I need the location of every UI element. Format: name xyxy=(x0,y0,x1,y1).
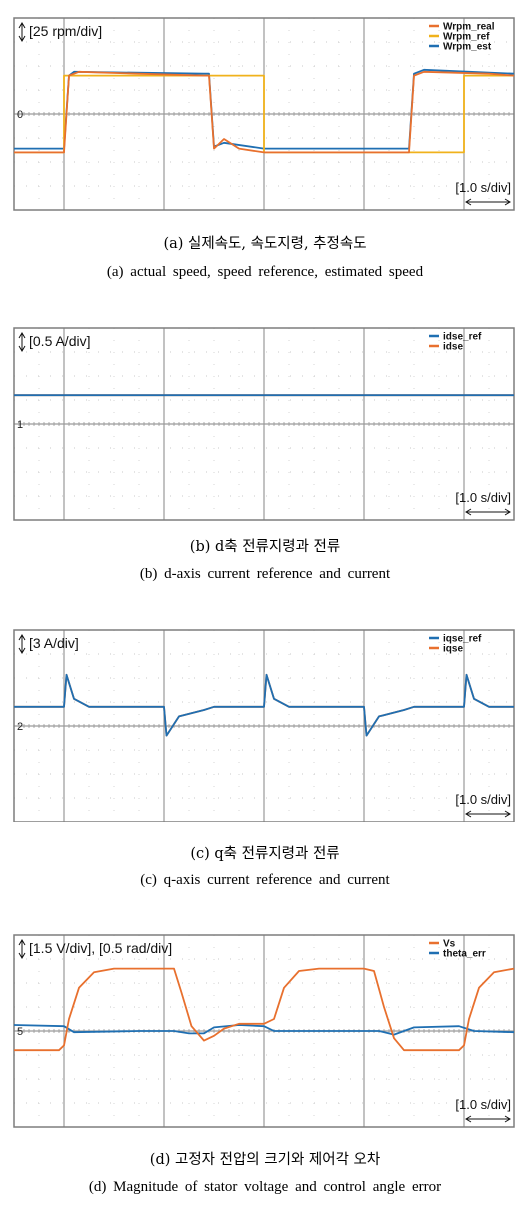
arrow-head-left xyxy=(465,810,472,818)
time-label: [1.0 s/div] xyxy=(455,490,511,505)
scale-arrow-icon xyxy=(18,634,26,654)
legend-label: iqse_ref xyxy=(443,634,482,645)
plot-frame xyxy=(13,934,515,1128)
arrow-head-left xyxy=(465,198,472,206)
chart-a-panel: 0 [25 rpm/div] Wrpm_real Wrpm_ref Wrpm_est [1… xyxy=(0,16,530,212)
caption-b-english: (b) d-axis current reference and current xyxy=(139,566,391,582)
arrow-head-up xyxy=(18,332,26,339)
plot-frame xyxy=(13,17,515,211)
scale-label: [25 rpm/div] xyxy=(29,23,102,39)
arrow-head-left xyxy=(465,508,472,516)
caption-a-korean: (a) 실제속도, 속도지령, 추정속도 xyxy=(163,236,367,252)
legend-label: Wrpm_est xyxy=(443,42,492,53)
grid xyxy=(14,630,514,822)
caption-c-english: (c) q-axis current reference and current xyxy=(140,872,390,888)
scale-label: [1.5 V/div], [0.5 rad/div] xyxy=(29,940,172,956)
grid xyxy=(14,328,514,520)
arrow-head-right xyxy=(504,508,511,516)
series-line-iqse_ref xyxy=(14,673,514,737)
series-group xyxy=(13,967,515,1052)
plot-frame xyxy=(13,629,515,822)
series-line-Vs xyxy=(14,967,515,1052)
legend-label: iqse xyxy=(443,644,463,655)
ground-marker: 1 xyxy=(17,419,23,431)
time-label: [1.0 s/div] xyxy=(455,792,511,807)
grid xyxy=(14,935,514,1127)
scale-label: [3 A/div] xyxy=(29,635,79,651)
arrow-head-right xyxy=(504,1115,511,1123)
time-arrow-icon xyxy=(465,1115,511,1123)
caption-c-korean: (c) q축 전류지령과 전류 xyxy=(190,846,340,862)
legend-label: idse_ref xyxy=(443,332,482,343)
time-label: [1.0 s/div] xyxy=(455,1097,511,1112)
chart-d-panel: 5 [1.5 V/div], [0.5 rad/div] Vs theta_err [1… xyxy=(0,933,530,1129)
arrow-head-left xyxy=(465,1115,472,1123)
ground-marker: 0 xyxy=(17,109,23,121)
legend-label: theta_err xyxy=(443,949,486,960)
time-label: [1.0 s/div] xyxy=(455,180,511,195)
time-arrow-icon xyxy=(465,810,511,818)
series-group xyxy=(14,68,515,154)
legend-label: Vs xyxy=(443,939,456,950)
scale-label: [0.5 A/div] xyxy=(29,333,90,349)
legend-label: Wrpm_real xyxy=(443,22,495,33)
scale-arrow-icon xyxy=(18,939,26,959)
series-line-theta_err xyxy=(13,1024,515,1036)
legend-label: idse xyxy=(443,342,463,353)
chart-b-panel: 1 [0.5 A/div] idse_ref idse [1.0 s/div] xyxy=(0,326,530,522)
time-arrow-icon xyxy=(465,508,511,516)
series-group xyxy=(14,673,514,737)
scale-arrow-icon xyxy=(18,332,26,352)
ground-marker: 2 xyxy=(17,721,23,733)
arrow-head-up xyxy=(18,22,26,29)
series-line-Wrpm_real xyxy=(14,70,515,154)
caption-d-korean: (d) 고정자 전압의 크기와 제어각 오차 xyxy=(149,1152,381,1168)
arrow-head-down xyxy=(18,345,26,352)
caption-b-korean: (b) d축 전류지령과 전류 xyxy=(189,539,341,555)
arrow-head-up xyxy=(18,939,26,946)
plot-frame xyxy=(13,327,515,521)
arrow-head-down xyxy=(18,35,26,42)
caption-a-english: (a) actual speed, speed reference, estim… xyxy=(106,264,424,280)
arrow-head-right xyxy=(504,198,511,206)
caption-d-english: (d) Magnitude of stator voltage and cont… xyxy=(88,1179,442,1195)
arrow-head-down xyxy=(18,647,26,654)
time-arrow-icon xyxy=(465,198,511,206)
ground-marker: 5 xyxy=(17,1026,23,1038)
scale-arrow-icon xyxy=(18,22,26,42)
arrow-head-up xyxy=(18,634,26,641)
legend-label: Wrpm_ref xyxy=(443,32,490,43)
arrow-head-down xyxy=(18,952,26,959)
chart-c-panel: 2 [3 A/div] iqse_ref iqse [1.0 s/div] xyxy=(0,628,530,822)
arrow-head-right xyxy=(504,810,511,818)
